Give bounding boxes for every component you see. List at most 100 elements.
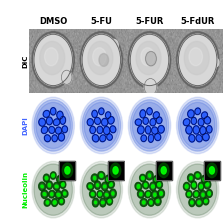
Ellipse shape <box>148 109 151 113</box>
Ellipse shape <box>189 135 195 142</box>
Ellipse shape <box>139 127 143 132</box>
Ellipse shape <box>46 181 53 189</box>
Ellipse shape <box>59 178 61 181</box>
Ellipse shape <box>110 126 116 133</box>
Ellipse shape <box>110 183 112 186</box>
Circle shape <box>110 39 118 51</box>
Ellipse shape <box>60 135 63 139</box>
Ellipse shape <box>41 185 43 188</box>
Ellipse shape <box>208 127 211 131</box>
Ellipse shape <box>189 112 193 116</box>
Ellipse shape <box>101 136 105 140</box>
Ellipse shape <box>186 126 192 134</box>
Circle shape <box>177 32 219 88</box>
Bar <box>156 161 172 180</box>
Ellipse shape <box>105 194 108 196</box>
Ellipse shape <box>159 163 169 178</box>
Ellipse shape <box>103 120 107 125</box>
Circle shape <box>177 162 219 218</box>
Bar <box>59 161 75 180</box>
Circle shape <box>128 162 171 218</box>
Ellipse shape <box>107 178 109 181</box>
Ellipse shape <box>142 181 149 189</box>
Bar <box>88 183 93 189</box>
Ellipse shape <box>58 198 65 205</box>
Circle shape <box>36 102 71 149</box>
Ellipse shape <box>43 174 50 182</box>
Circle shape <box>34 164 72 215</box>
Ellipse shape <box>199 120 203 125</box>
Circle shape <box>82 164 121 215</box>
Circle shape <box>132 102 167 149</box>
Ellipse shape <box>58 113 62 118</box>
Ellipse shape <box>47 118 51 123</box>
Ellipse shape <box>140 110 146 118</box>
Ellipse shape <box>108 181 114 188</box>
Ellipse shape <box>95 201 97 204</box>
Ellipse shape <box>55 120 58 124</box>
Ellipse shape <box>51 193 53 196</box>
Ellipse shape <box>147 108 152 115</box>
Ellipse shape <box>196 174 199 177</box>
Circle shape <box>180 102 215 149</box>
Text: 5-FU: 5-FU <box>90 17 112 26</box>
Ellipse shape <box>202 133 209 141</box>
Ellipse shape <box>99 108 104 115</box>
Ellipse shape <box>205 118 209 123</box>
Ellipse shape <box>44 199 51 206</box>
Bar <box>184 183 189 189</box>
Ellipse shape <box>53 183 60 190</box>
Ellipse shape <box>89 185 92 188</box>
Ellipse shape <box>90 190 96 198</box>
Ellipse shape <box>196 198 203 207</box>
Circle shape <box>88 41 113 75</box>
Ellipse shape <box>190 177 192 180</box>
Ellipse shape <box>194 127 198 132</box>
Ellipse shape <box>113 167 118 174</box>
Ellipse shape <box>193 126 199 134</box>
Ellipse shape <box>141 135 146 142</box>
Circle shape <box>178 34 217 86</box>
Ellipse shape <box>55 127 62 134</box>
Ellipse shape <box>153 112 159 118</box>
Ellipse shape <box>53 119 60 126</box>
Circle shape <box>128 32 171 88</box>
Ellipse shape <box>153 128 157 133</box>
Ellipse shape <box>135 183 142 190</box>
Ellipse shape <box>91 193 94 196</box>
Ellipse shape <box>92 135 99 142</box>
Ellipse shape <box>155 178 157 181</box>
Bar <box>108 161 123 180</box>
Ellipse shape <box>97 190 103 198</box>
Ellipse shape <box>88 120 92 124</box>
Ellipse shape <box>94 136 97 140</box>
Ellipse shape <box>202 193 204 196</box>
Ellipse shape <box>61 118 65 123</box>
Ellipse shape <box>192 119 196 123</box>
Ellipse shape <box>93 198 99 207</box>
Ellipse shape <box>91 128 94 132</box>
Circle shape <box>130 100 169 151</box>
Ellipse shape <box>194 172 201 179</box>
Ellipse shape <box>46 136 49 140</box>
Ellipse shape <box>140 198 147 207</box>
Ellipse shape <box>43 110 50 117</box>
Ellipse shape <box>197 136 201 140</box>
Ellipse shape <box>183 182 190 190</box>
Ellipse shape <box>100 174 103 177</box>
Ellipse shape <box>150 182 156 191</box>
Ellipse shape <box>154 193 156 196</box>
Ellipse shape <box>62 190 68 197</box>
Ellipse shape <box>204 117 211 124</box>
Ellipse shape <box>145 190 151 198</box>
Circle shape <box>45 48 58 66</box>
Ellipse shape <box>44 135 50 142</box>
Ellipse shape <box>96 119 99 123</box>
Ellipse shape <box>138 190 144 198</box>
Ellipse shape <box>108 135 111 139</box>
Ellipse shape <box>148 199 154 206</box>
Ellipse shape <box>111 127 115 131</box>
Ellipse shape <box>109 118 113 123</box>
Ellipse shape <box>60 181 66 188</box>
Ellipse shape <box>203 198 209 205</box>
